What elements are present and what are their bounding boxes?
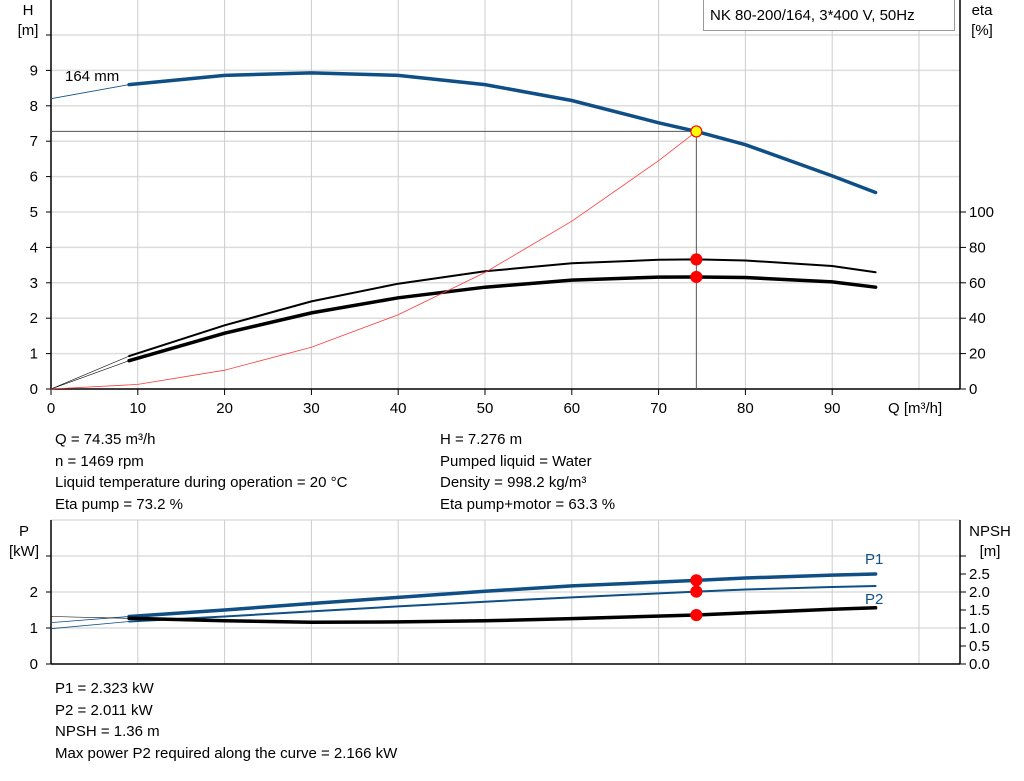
p2-duty-point — [690, 585, 703, 598]
info-head: H = 7.276 m — [440, 431, 523, 448]
system-curve — [50, 131, 697, 390]
head-curve — [127, 71, 878, 195]
y2-tick-label: 20 — [969, 346, 986, 363]
y-axis-unit: [kW] — [9, 543, 39, 560]
x-tick-label: 90 — [824, 400, 841, 417]
y2-tick-label: 1.5 — [969, 602, 990, 619]
eta-pump-duty-point — [690, 253, 703, 266]
info-npsh: NPSH = 1.36 m — [55, 723, 160, 740]
y-axis-label: H — [23, 2, 34, 19]
y-tick-label: 0 — [30, 381, 38, 398]
eta_pump-curve — [128, 258, 877, 358]
info-top-right: H = 7.276 m Pumped liquid = Water Densit… — [440, 429, 615, 515]
info-top-left: Q = 74.35 m³/h n = 1469 rpm Liquid tempe… — [55, 429, 347, 515]
npsh-duty-point — [690, 608, 703, 622]
y-tick-label: 2 — [30, 584, 38, 601]
x-tick-label: 70 — [650, 400, 667, 417]
x-axis-label: Q [m³/h] — [888, 400, 942, 417]
info-liquid-temp: Liquid temperature during operation = 20… — [55, 474, 348, 491]
info-pumped-liquid: Pumped liquid = Water — [440, 452, 592, 470]
y2-tick-label: 2.0 — [969, 584, 990, 601]
y-tick-label: 9 — [30, 62, 38, 79]
eta_pump-curve — [50, 355, 130, 390]
eta_total-curve — [127, 275, 878, 363]
info-density: Density = 998.2 kg/m³ — [440, 474, 587, 491]
p2-label: P2 — [865, 591, 883, 608]
P1-curve — [127, 572, 878, 619]
y2-axis-label: NPSH — [969, 523, 1011, 540]
y-axis-unit: [m] — [18, 22, 39, 39]
info-bottom: P1 = 2.323 kW P2 = 2.011 kW NPSH = 1.36 … — [55, 678, 397, 764]
p1-label: P1 — [865, 551, 883, 568]
info-max-p2: Max power P2 required along the curve = … — [55, 744, 398, 762]
x-tick-label: 80 — [737, 400, 754, 417]
info-flow: Q = 74.35 m³/h — [55, 431, 156, 448]
head-curve — [50, 84, 130, 100]
P2-curve — [50, 621, 130, 630]
y-tick-label: 8 — [30, 98, 38, 115]
x-tick-label: 30 — [303, 400, 320, 417]
y2-tick-label: 80 — [969, 239, 986, 256]
y-tick-label: 3 — [30, 275, 38, 292]
impeller-label: 164 mm — [65, 68, 119, 85]
NPSH-curve — [127, 606, 878, 624]
info-p2: P2 = 2.011 kW — [55, 701, 153, 719]
P2-curve — [128, 585, 877, 623]
p1-duty-point — [690, 574, 703, 587]
y-tick-label: 1 — [30, 346, 38, 363]
eta-total-duty-point — [690, 270, 703, 284]
y2-tick-label: 0.0 — [969, 656, 990, 673]
y-axis-label: P — [19, 523, 29, 540]
pump-title-box: NK 80-200/164, 3*400 V, 50Hz — [703, 0, 955, 31]
y2-tick-label: 60 — [969, 275, 986, 292]
NPSH-curve — [50, 616, 130, 619]
y-tick-label: 6 — [30, 169, 38, 186]
info-p1: P1 = 2.323 kW — [55, 680, 154, 697]
y2-tick-label: 100 — [969, 204, 994, 221]
x-tick-label: 10 — [129, 400, 146, 417]
y2-tick-label: 0.5 — [969, 638, 990, 655]
y2-tick-label: 2.5 — [969, 566, 990, 583]
y-tick-label: 7 — [30, 133, 38, 150]
info-eta-pump: Eta pump = 73.2 % — [55, 495, 183, 513]
y2-axis-label: eta — [972, 2, 994, 19]
y2-tick-label: 40 — [969, 310, 986, 327]
x-tick-label: 40 — [390, 400, 407, 417]
pump-title: NK 80-200/164, 3*400 V, 50Hz — [710, 7, 915, 24]
x-tick-label: 0 — [47, 400, 55, 417]
y-tick-label: 1 — [30, 620, 38, 637]
x-tick-label: 60 — [563, 400, 580, 417]
y-tick-label: 4 — [30, 239, 38, 256]
info-eta-total: Eta pump+motor = 63.3 % — [440, 495, 616, 513]
P1-curve — [50, 616, 130, 623]
eta_total-curve — [50, 360, 130, 390]
y-tick-label: 0 — [30, 656, 38, 673]
y-tick-label: 2 — [30, 310, 38, 327]
info-speed: n = 1469 rpm — [55, 452, 144, 470]
y2-axis-unit: [m] — [980, 543, 1001, 560]
y2-axis-unit: [%] — [971, 22, 993, 39]
y2-tick-label: 0 — [969, 381, 977, 398]
x-tick-label: 20 — [216, 400, 233, 417]
x-tick-label: 50 — [477, 400, 494, 417]
y2-tick-label: 1.0 — [969, 620, 990, 637]
y-tick-label: 5 — [30, 204, 38, 221]
head-duty-point — [690, 125, 703, 138]
